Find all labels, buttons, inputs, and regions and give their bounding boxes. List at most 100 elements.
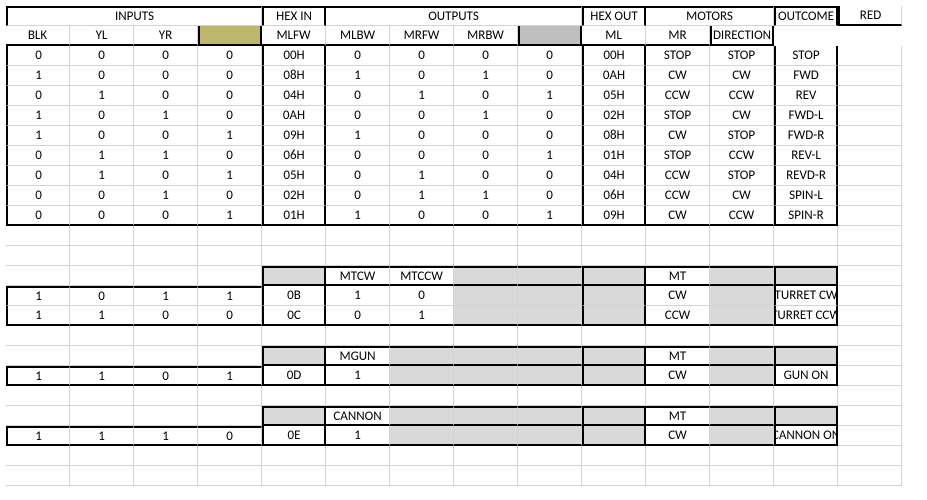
tur-blank <box>774 266 838 286</box>
blank <box>454 446 518 466</box>
cell-mrfw: 0 <box>454 206 518 226</box>
cell-yl: 0 <box>134 66 198 86</box>
col-hexout-blank <box>518 26 582 46</box>
blank <box>70 326 134 346</box>
blank <box>582 386 646 406</box>
cell-mlbw: 0 <box>390 206 454 226</box>
cn-hexin: 0E <box>262 426 326 446</box>
t-mtccw: 1 <box>390 306 454 326</box>
cell-hexin: 02H <box>262 186 326 206</box>
cell-red: 0 <box>6 206 70 226</box>
cell-red: 0 <box>6 46 70 66</box>
t-blank <box>582 306 646 326</box>
cell-blk: 0 <box>70 66 134 86</box>
blank <box>646 386 710 406</box>
cell-mrfw: 1 <box>454 106 518 126</box>
t-blank <box>518 286 582 306</box>
blank <box>134 266 198 286</box>
cell-ml: CW <box>646 206 710 226</box>
cell-mrfw: 0 <box>454 86 518 106</box>
cell-hexin: 0AH <box>262 106 326 126</box>
mg-blank <box>390 366 454 386</box>
col-dir: DIRECTION <box>710 26 774 46</box>
mg-red: 1 <box>6 366 70 386</box>
cell-hexin: 06H <box>262 146 326 166</box>
blank <box>134 226 198 246</box>
mgun-hexin-blank <box>262 346 326 366</box>
blank <box>774 386 838 406</box>
blank <box>838 406 902 426</box>
cell-yr: 0 <box>198 66 262 86</box>
blank <box>198 346 262 366</box>
cell-hexout: 08H <box>582 126 646 146</box>
cell-mlbw: 1 <box>390 166 454 186</box>
blank <box>6 406 70 426</box>
blank <box>582 226 646 246</box>
blank <box>838 366 902 386</box>
blank <box>838 426 902 446</box>
cell-red: 0 <box>6 86 70 106</box>
blank <box>6 346 70 366</box>
blank <box>582 246 646 266</box>
cell-yl: 1 <box>134 106 198 126</box>
cell-mlfw: 1 <box>326 126 390 146</box>
blank <box>198 386 262 406</box>
cell-ml: CCW <box>646 166 710 186</box>
cell-mr: CCW <box>710 206 774 226</box>
cell-mrbw: 0 <box>518 106 582 126</box>
cn-blank <box>774 406 838 426</box>
cell-red: 1 <box>6 66 70 86</box>
blank <box>134 346 198 366</box>
cell-dir: SPIN-L <box>774 186 838 206</box>
blank <box>838 226 902 246</box>
blank <box>70 466 134 486</box>
cell-yr: 0 <box>198 86 262 106</box>
mg-hexin: 0D <box>262 366 326 386</box>
blank <box>390 446 454 466</box>
cn-blank <box>582 406 646 426</box>
mg-blank <box>518 346 582 366</box>
blank <box>838 146 902 166</box>
mg-blank <box>774 346 838 366</box>
col-mlfw: MLFW <box>262 26 326 46</box>
blank <box>390 386 454 406</box>
t-mtccw: 0 <box>390 286 454 306</box>
cn-blk: 1 <box>70 426 134 446</box>
cell-mlbw: 1 <box>390 186 454 206</box>
cell-hexin: 09H <box>262 126 326 146</box>
cell-mr: CCW <box>710 86 774 106</box>
blank <box>582 326 646 346</box>
cell-mlfw: 0 <box>326 86 390 106</box>
cell-yl: 1 <box>134 186 198 206</box>
cell-mlfw: 0 <box>326 106 390 126</box>
cell-mlbw: 0 <box>390 46 454 66</box>
cell-hexin: 04H <box>262 86 326 106</box>
t-outcome: TURRET CCW <box>774 306 838 326</box>
cell-mlbw: 0 <box>390 126 454 146</box>
cell-hexout: 04H <box>582 166 646 186</box>
blank <box>774 446 838 466</box>
cell-yr: 1 <box>198 166 262 186</box>
blank <box>838 446 902 466</box>
mg-blk: 1 <box>70 366 134 386</box>
mg-mt: CW <box>646 366 710 386</box>
mg-val: 1 <box>326 366 390 386</box>
cell-ml: CW <box>646 126 710 146</box>
cell-mrfw: 1 <box>454 66 518 86</box>
t-blk: 1 <box>70 306 134 326</box>
cell-hexin: 00H <box>262 46 326 66</box>
cell-hexout: 05H <box>582 86 646 106</box>
blank <box>390 246 454 266</box>
t-yr: 1 <box>198 286 262 306</box>
blank <box>454 246 518 266</box>
cell-mlfw: 1 <box>326 206 390 226</box>
cell-yl: 0 <box>134 166 198 186</box>
cn-blank <box>390 426 454 446</box>
cn-val: 1 <box>326 426 390 446</box>
cell-blk: 0 <box>70 126 134 146</box>
blank <box>326 466 390 486</box>
blank <box>518 446 582 466</box>
cell-mrfw: 1 <box>454 186 518 206</box>
cell-mrbw: 1 <box>518 86 582 106</box>
blank <box>70 386 134 406</box>
